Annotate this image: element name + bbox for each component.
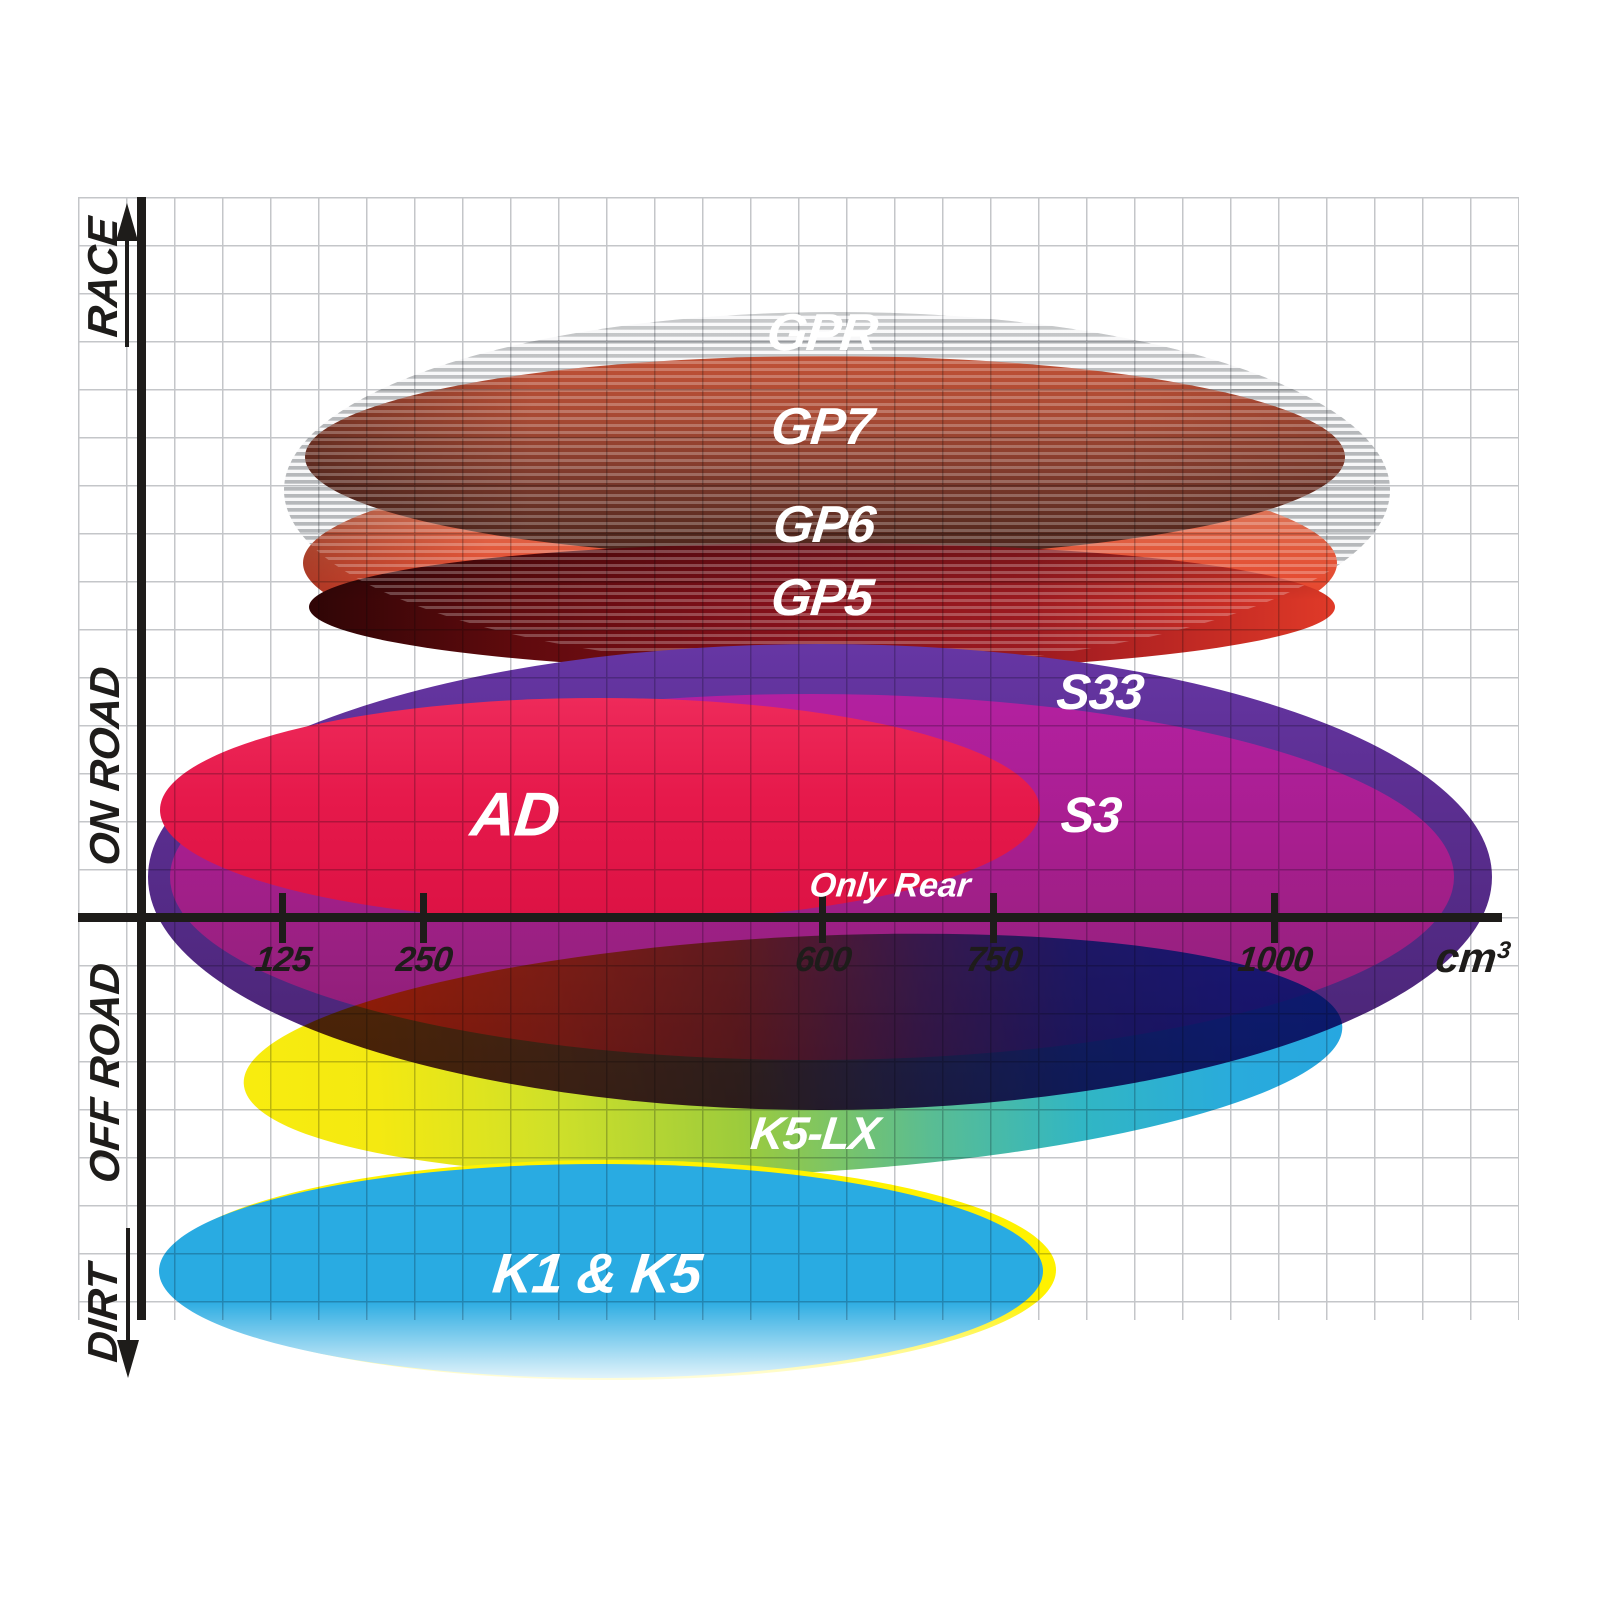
x-axis-unit: cm3: [1433, 934, 1513, 982]
label-s3: S3: [1058, 787, 1124, 843]
x-label-750: 750: [964, 940, 1024, 979]
y-label-off-road: OFF ROAD: [81, 960, 128, 1186]
x-label-1000: 1000: [1236, 940, 1315, 979]
x-axis-line: [78, 913, 1502, 922]
x-label-125: 125: [253, 940, 313, 979]
label-s33: S33: [1054, 664, 1146, 720]
x-tick-1000: [1271, 893, 1278, 943]
label-gp6: GP6: [770, 496, 878, 554]
x-tick-250: [420, 893, 427, 943]
x-axis-unit-base: cm: [1433, 934, 1500, 981]
race-arrow-shaft: [125, 238, 129, 347]
bottom-fade: [90, 1300, 1150, 1440]
label-gp5: GP5: [768, 569, 876, 627]
x-tick-750: [990, 893, 997, 943]
label-k5lx: K5-LX: [748, 1107, 882, 1159]
x-tick-600: [819, 893, 826, 943]
x-label-600: 600: [793, 940, 853, 979]
label-k1k5: K1 & K5: [489, 1241, 705, 1305]
label-gp7: GP7: [768, 398, 876, 456]
y-axis-line: [137, 197, 146, 1320]
race-arrow-up-icon: [116, 203, 138, 241]
grid: [78, 197, 1519, 1320]
x-label-250: 250: [394, 940, 454, 979]
label-gpr: GPR: [764, 304, 880, 362]
y-label-race: RACE: [79, 214, 126, 339]
y-label-on-road: ON ROAD: [81, 664, 128, 868]
label-ad: AD: [467, 780, 563, 850]
x-tick-125: [279, 893, 286, 943]
y-label-dirt: DIRT: [79, 1261, 126, 1365]
x-axis-unit-exponent: 3: [1496, 937, 1513, 964]
dirt-arrow-shaft: [126, 1228, 130, 1342]
label-only-rear: Only Rear: [807, 866, 973, 905]
dirt-arrow-down-icon: [117, 1340, 139, 1378]
